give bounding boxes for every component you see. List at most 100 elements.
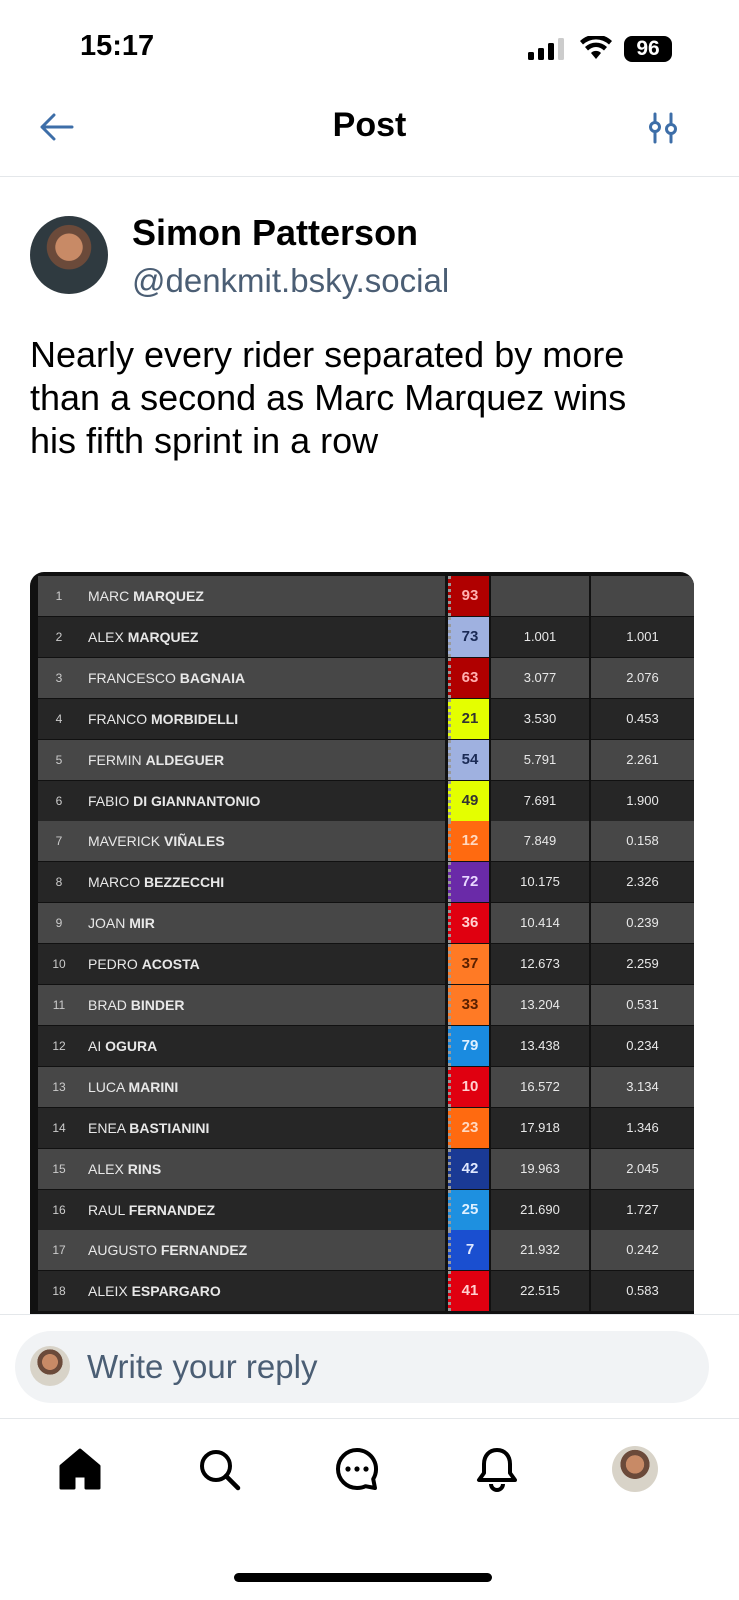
result-row: 8 MARCO BEZZECCHI 72 10.175 2.326	[38, 862, 694, 903]
rider-last-name: MORBIDELLI	[151, 710, 239, 727]
gap-to-leader: 21.932	[491, 1230, 589, 1271]
result-row: 16 RAUL FERNANDEZ 25 21.690 1.727	[38, 1189, 694, 1230]
reply-input[interactable]	[15, 1331, 709, 1403]
divider	[0, 176, 739, 177]
author-handle[interactable]: @denkmit.bsky.social	[132, 262, 450, 299]
rider-name: FRANCESCO BAGNAIA	[80, 657, 445, 698]
author-name[interactable]: Simon Patterson	[132, 212, 419, 253]
gap-to-leader: 7.849	[491, 821, 589, 862]
rider-first-name: MAVERICK	[88, 833, 161, 850]
position: 18	[38, 1271, 80, 1312]
results-table-image[interactable]: 1 MARC MARQUEZ 93 2 ALEX MARQUEZ 73 1.001 1.001…	[30, 572, 694, 1314]
result-row: 10 PEDRO ACOSTA 37 12.673 2.259	[38, 944, 694, 985]
back-arrow-icon[interactable]	[38, 112, 74, 142]
position: 14	[38, 1107, 80, 1148]
gap-to-leader: 17.918	[491, 1107, 589, 1148]
interval: 1.727	[591, 1189, 694, 1230]
rider-number: 42	[448, 1148, 489, 1189]
rider-name: ALEX RINS	[80, 1148, 445, 1189]
divider	[0, 1418, 739, 1419]
result-row: 13 LUCA MARINI 10 16.572 3.134	[38, 1066, 694, 1107]
gap-to-leader: 3.530	[491, 698, 589, 739]
rider-name: AI OGURA	[80, 1025, 445, 1066]
rider-first-name: FERMIN	[88, 751, 142, 768]
interval: 0.158	[591, 821, 694, 862]
rider-name: FRANCO MORBIDELLI	[80, 698, 445, 739]
position: 5	[38, 739, 80, 780]
rider-number: 36	[448, 903, 489, 944]
position: 10	[38, 944, 80, 985]
interval: 2.045	[591, 1148, 694, 1189]
position: 4	[38, 698, 80, 739]
gap-to-leader: 7.691	[491, 780, 589, 821]
rider-number: 21	[448, 698, 489, 739]
rider-first-name: FRANCESCO	[88, 669, 176, 686]
profile-avatar[interactable]	[612, 1446, 658, 1492]
rider-last-name: VIÑALES	[163, 833, 225, 850]
rider-number: 10	[448, 1066, 489, 1107]
rider-number: 73	[448, 616, 489, 657]
author-avatar[interactable]	[30, 216, 108, 294]
result-row: 7 MAVERICK VIÑALES 12 7.849 0.158	[38, 821, 694, 862]
rider-first-name: ENEA	[88, 1119, 126, 1136]
interval: 1.001	[591, 616, 694, 657]
interval: 0.239	[591, 903, 694, 944]
interval: 1.900	[591, 780, 694, 821]
rider-first-name: FRANCO	[88, 710, 148, 727]
position: 13	[38, 1066, 80, 1107]
rider-last-name: FERNANDEZ	[128, 1201, 216, 1218]
rider-number: 23	[448, 1107, 489, 1148]
rider-number: 25	[448, 1189, 489, 1230]
rider-number: 12	[448, 821, 489, 862]
rider-name: ENEA BASTIANINI	[80, 1107, 445, 1148]
rider-number: 37	[448, 944, 489, 985]
rider-last-name: BINDER	[130, 997, 185, 1013]
rider-first-name: PEDRO	[88, 956, 138, 973]
home-icon[interactable]	[57, 1446, 103, 1492]
rider-name: BRAD BINDER	[80, 985, 445, 1025]
rider-first-name: AI	[88, 1037, 102, 1054]
result-row: 1 MARC MARQUEZ 93	[38, 576, 694, 616]
gap-to-leader: 3.077	[491, 657, 589, 698]
rider-last-name: MARQUEZ	[127, 628, 199, 645]
rider-last-name: FERNANDEZ	[160, 1242, 248, 1259]
result-row: 11 BRAD BINDER 33 13.204 0.531	[38, 985, 694, 1025]
gap-to-leader: 21.690	[491, 1189, 589, 1230]
position: 12	[38, 1025, 80, 1066]
gap-to-leader: 19.963	[491, 1148, 589, 1189]
rider-first-name: MARC	[88, 588, 130, 604]
rider-number: 72	[448, 862, 489, 903]
chat-icon[interactable]	[334, 1446, 380, 1492]
bell-icon[interactable]	[474, 1446, 520, 1492]
result-row: 9 JOAN MIR 36 10.414 0.239	[38, 903, 694, 944]
position: 6	[38, 780, 80, 821]
result-row: 6 FABIO DI GIANNANTONIO 49 7.691 1.900	[38, 780, 694, 821]
gap-to-leader: 22.515	[491, 1271, 589, 1312]
rider-first-name: RAUL	[88, 1201, 125, 1218]
rider-last-name: ALDEGUER	[145, 751, 225, 768]
rider-name: JOAN MIR	[80, 903, 445, 944]
result-row: 12 AI OGURA 79 13.438 0.234	[38, 1025, 694, 1066]
status-time: 15:17	[80, 30, 155, 62]
gap-to-leader: 5.791	[491, 739, 589, 780]
rider-name: FERMIN ALDEGUER	[80, 739, 445, 780]
position: 3	[38, 657, 80, 698]
rider-name: LUCA MARINI	[80, 1066, 445, 1107]
result-row: 4 FRANCO MORBIDELLI 21 3.530 0.453	[38, 698, 694, 739]
gap-to-leader: 12.673	[491, 944, 589, 985]
position: 9	[38, 903, 80, 944]
interval: 0.453	[591, 698, 694, 739]
user-avatar	[30, 1346, 70, 1386]
rider-first-name: FABIO	[88, 792, 130, 809]
rider-last-name: ACOSTA	[141, 956, 200, 973]
rider-name: MARCO BEZZECCHI	[80, 862, 445, 903]
rider-first-name: BRAD	[88, 997, 127, 1013]
rider-first-name: LUCA	[88, 1078, 125, 1095]
battery-indicator: 96	[624, 36, 672, 62]
sliders-icon[interactable]	[646, 112, 680, 144]
interval: 0.531	[591, 985, 694, 1025]
rider-name: MAVERICK VIÑALES	[80, 821, 445, 862]
search-icon[interactable]	[196, 1446, 242, 1492]
rider-number: 49	[448, 780, 489, 821]
rider-last-name: BEZZECCHI	[144, 874, 225, 891]
